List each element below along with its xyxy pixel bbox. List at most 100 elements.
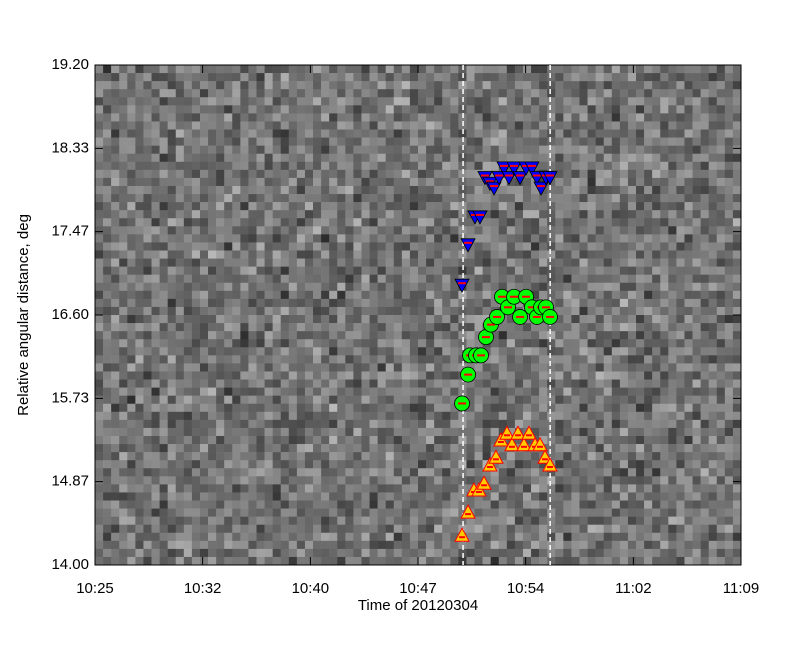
- background-pixel: [321, 186, 329, 194]
- background-pixel: [620, 89, 628, 97]
- background-pixel: [281, 509, 289, 517]
- background-pixel: [733, 525, 741, 533]
- background-pixel: [289, 267, 297, 275]
- background-pixel: [152, 468, 160, 476]
- background-pixel: [143, 412, 151, 420]
- background-pixel: [620, 307, 628, 315]
- background-pixel: [547, 412, 555, 420]
- background-pixel: [297, 452, 305, 460]
- background-pixel: [95, 371, 103, 379]
- background-pixel: [232, 291, 240, 299]
- background-pixel: [240, 121, 248, 129]
- background-pixel: [725, 557, 733, 565]
- background-pixel: [442, 162, 450, 170]
- background-pixel: [127, 202, 135, 210]
- background-pixel: [176, 89, 184, 97]
- background-pixel: [370, 234, 378, 242]
- background-pixel: [442, 388, 450, 396]
- background-pixel: [644, 73, 652, 81]
- background-pixel: [410, 420, 418, 428]
- background-pixel: [531, 388, 539, 396]
- background-pixel: [111, 428, 119, 436]
- background-pixel: [515, 242, 523, 250]
- background-pixel: [402, 557, 410, 565]
- background-pixel: [418, 178, 426, 186]
- background-pixel: [693, 259, 701, 267]
- background-pixel: [345, 170, 353, 178]
- background-pixel: [208, 275, 216, 283]
- background-pixel: [232, 242, 240, 250]
- background-pixel: [725, 331, 733, 339]
- background-pixel: [410, 113, 418, 121]
- background-pixel: [95, 476, 103, 484]
- background-pixel: [693, 355, 701, 363]
- background-pixel: [531, 275, 539, 283]
- background-pixel: [515, 97, 523, 105]
- background-pixel: [491, 89, 499, 97]
- background-pixel: [119, 476, 127, 484]
- background-pixel: [232, 380, 240, 388]
- background-pixel: [483, 404, 491, 412]
- background-pixel: [127, 89, 135, 97]
- background-pixel: [370, 404, 378, 412]
- background-pixel: [329, 65, 337, 73]
- background-pixel: [652, 105, 660, 113]
- background-pixel: [232, 412, 240, 420]
- background-pixel: [313, 202, 321, 210]
- background-pixel: [410, 283, 418, 291]
- background-pixel: [160, 525, 168, 533]
- background-pixel: [676, 549, 684, 557]
- background-pixel: [588, 178, 596, 186]
- background-pixel: [224, 476, 232, 484]
- background-pixel: [370, 541, 378, 549]
- background-pixel: [701, 444, 709, 452]
- background-pixel: [329, 315, 337, 323]
- background-pixel: [329, 202, 337, 210]
- background-pixel: [588, 226, 596, 234]
- background-pixel: [676, 444, 684, 452]
- background-pixel: [289, 420, 297, 428]
- background-pixel: [580, 130, 588, 138]
- background-pixel: [668, 97, 676, 105]
- background-pixel: [466, 444, 474, 452]
- background-pixel: [402, 380, 410, 388]
- background-pixel: [547, 275, 555, 283]
- background-pixel: [676, 420, 684, 428]
- background-pixel: [240, 178, 248, 186]
- background-pixel: [628, 460, 636, 468]
- background-pixel: [95, 202, 103, 210]
- background-pixel: [321, 460, 329, 468]
- background-pixel: [596, 476, 604, 484]
- background-pixel: [531, 331, 539, 339]
- background-pixel: [555, 460, 563, 468]
- background-pixel: [208, 194, 216, 202]
- background-pixel: [265, 283, 273, 291]
- background-pixel: [628, 549, 636, 557]
- background-pixel: [539, 283, 547, 291]
- background-pixel: [491, 355, 499, 363]
- background-pixel: [216, 138, 224, 146]
- background-pixel: [612, 283, 620, 291]
- background-pixel: [725, 404, 733, 412]
- background-pixel: [257, 73, 265, 81]
- background-pixel: [152, 105, 160, 113]
- background-pixel: [329, 476, 337, 484]
- background-pixel: [644, 81, 652, 89]
- background-pixel: [370, 315, 378, 323]
- background-pixel: [353, 484, 361, 492]
- background-pixel: [717, 388, 725, 396]
- background-pixel: [337, 105, 345, 113]
- background-pixel: [378, 460, 386, 468]
- x-tick-label: 10:32: [184, 580, 222, 597]
- background-pixel: [361, 202, 369, 210]
- background-pixel: [580, 533, 588, 541]
- background-pixel: [176, 242, 184, 250]
- background-pixel: [232, 444, 240, 452]
- background-pixel: [152, 460, 160, 468]
- background-pixel: [168, 121, 176, 129]
- background-pixel: [168, 275, 176, 283]
- background-pixel: [394, 267, 402, 275]
- background-pixel: [563, 210, 571, 218]
- background-pixel: [281, 444, 289, 452]
- background-pixel: [289, 130, 297, 138]
